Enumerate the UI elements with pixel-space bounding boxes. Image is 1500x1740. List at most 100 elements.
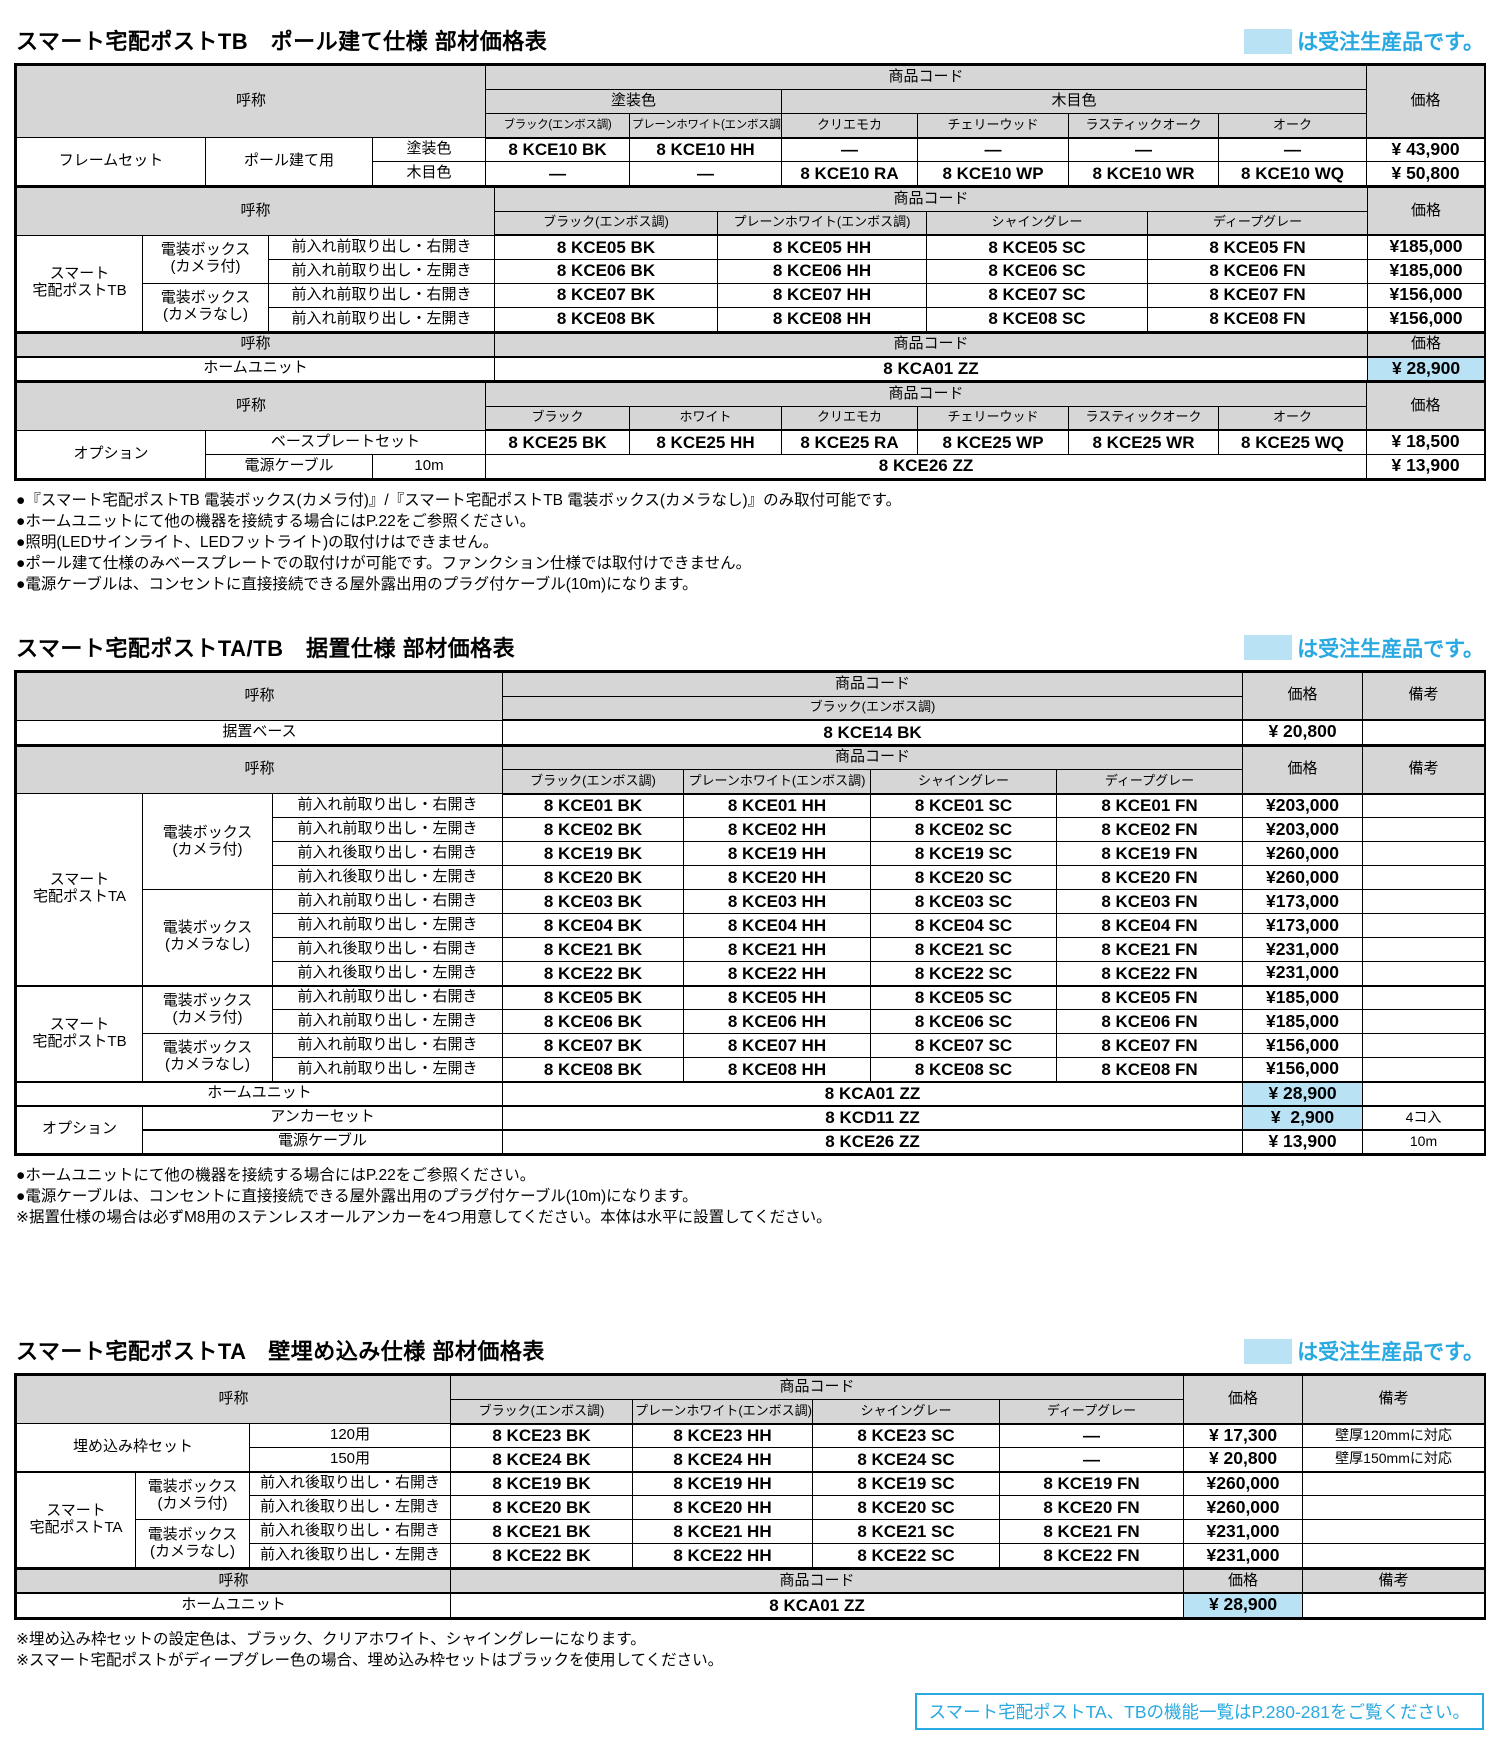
table2-titlebar: スマート宅配ポストTA/TB 据置仕様 部材価格表 は受注生産品です。 [16, 631, 1484, 663]
product-code-cell: 8 KCE20 HH [683, 865, 871, 890]
remarks-cell: 4コ入 [1362, 1104, 1486, 1130]
price-cell: ¥173,000 [1242, 913, 1364, 938]
direction-cell: 前入れ後取り出し・右開き [249, 1519, 451, 1544]
product-code-cell: 8 KCE08 FN [1146, 306, 1369, 332]
color-header-black: ブラック [485, 405, 630, 431]
price-cell: ¥173,000 [1242, 889, 1364, 914]
direction-cell: 前入れ後取り出し・左開き [272, 865, 503, 890]
direction-cell: 前入れ前取り出し・右開き [272, 984, 503, 1010]
wall-home-unit-section: 呼称 商品コード 価格 備考 ホームユニット 8 KCA01 ZZ ¥ 28,9… [16, 1568, 1486, 1618]
group-cell: ホームユニット [16, 1080, 503, 1106]
product-code-cell: 8 KCE19 HH [683, 841, 871, 866]
color-header-black-emboss: ブラック(エンボス調) [501, 695, 1244, 721]
price-cell: ¥260,000 [1183, 1470, 1304, 1496]
direction-cell: 前入れ前取り出し・右開き [272, 793, 503, 818]
product-code-cell: — [1217, 137, 1368, 162]
product-code-cell: 8 KCE23 HH [632, 1423, 813, 1448]
product-code-cell: 8 KCE10 BK [485, 137, 630, 162]
color-header-deep-gray: ディープグレー [1146, 210, 1369, 236]
group-cell: 電装ボックス (カメラ付) [142, 984, 273, 1034]
price-cell: ¥260,000 [1242, 865, 1364, 890]
header-code: 商品コード [493, 186, 1369, 212]
item-name-cell: アンカーセット [142, 1104, 503, 1130]
header-remarks: 備考 [1362, 745, 1486, 795]
product-code-cell: — [998, 1423, 1185, 1448]
table1-titlebar: スマート宅配ポストTB ポール建て仕様 部材価格表 は受注生産品です。 [16, 24, 1484, 56]
price-cell: ¥156,000 [1367, 306, 1486, 332]
price-cell: ¥203,000 [1242, 793, 1364, 818]
product-code-cell: 8 KCE22 BK [502, 961, 684, 986]
color-header-black-emboss: ブラック(エンボス調) [494, 210, 718, 236]
group-cell: ホームユニット [16, 1592, 451, 1618]
product-code-cell: 8 KCE08 SC [870, 1057, 1057, 1082]
product-code-cell: — [1068, 137, 1219, 162]
product-code-cell: — [781, 137, 918, 162]
footnote: ●照明(LEDサインライト、LEDフットライト)の取付けはできません。 [16, 533, 499, 551]
remarks-cell [1362, 865, 1486, 890]
product-code-cell: 8 KCE02 FN [1055, 817, 1244, 842]
header-code: 商品コード [484, 381, 1368, 407]
group-cell: スマート 宅配ポストTA [16, 1470, 136, 1568]
price-cell: ¥ 28,900 [1242, 1080, 1364, 1106]
price-cell: ¥231,000 [1242, 961, 1364, 986]
price-cell: ¥260,000 [1242, 841, 1364, 866]
product-code-cell: 8 KCE04 SC [870, 913, 1057, 938]
product-code-cell: 8 KCE03 BK [502, 889, 684, 914]
group-cell: 電装ボックス (カメラなし) [142, 282, 269, 332]
remarks-cell [1362, 1057, 1486, 1082]
header-name: 呼称 [16, 65, 486, 138]
product-code-cell: 8 KCE02 BK [502, 817, 684, 842]
table2-title: スマート宅配ポストTA/TB 据置仕様 部材価格表 [16, 635, 516, 661]
group-cell: 電装ボックス (カメラなし) [142, 1033, 273, 1082]
price-cell: ¥260,000 [1183, 1495, 1304, 1520]
header-wood-color: 木目色 [780, 89, 1368, 114]
color-header-rustic-oak: ラスティックオーク [1068, 113, 1219, 139]
color-header-shine-gray: シャイングレー [926, 210, 1148, 236]
product-code-cell: 8 KCE25 WR [1068, 429, 1219, 455]
product-code-cell: 8 KCE02 HH [683, 817, 871, 842]
product-code-cell: 8 KCE21 BK [450, 1519, 633, 1544]
remarks-cell [1362, 913, 1486, 938]
product-code-cell: 8 KCE10 HH [629, 137, 782, 162]
product-code-cell: 8 KCE21 SC [812, 1519, 1000, 1544]
product-code-cell: 8 KCE08 BK [494, 306, 718, 332]
product-code-cell: 8 KCE06 BK [494, 258, 718, 284]
product-code-cell: 8 KCE21 SC [870, 937, 1057, 962]
item-name-cell: 電源ケーブル [205, 453, 373, 479]
item-name-cell: ベースプレートセット [205, 429, 486, 455]
product-code-cell: 8 KCE23 BK [450, 1423, 633, 1448]
direction-cell: 前入れ前取り出し・右開き [268, 234, 495, 260]
header-price: 価格 [1183, 1375, 1304, 1425]
product-code-cell: 8 KCE21 FN [998, 1519, 1185, 1544]
group-cell: フレームセット [16, 137, 206, 186]
product-code-cell: 8 KCE21 HH [683, 937, 871, 962]
made-to-order-text: は受注生産品です。 [1297, 637, 1484, 661]
remarks-cell [1362, 984, 1486, 1010]
footnote: ※埋め込み枠セットの設定色は、ブラック、クリアホワイト、シャイングレーになります… [16, 1630, 646, 1648]
group-cell: 電装ボックス (カメラ付) [142, 793, 273, 890]
made-to-order-legend: は受注生産品です。 [1244, 1336, 1484, 1366]
color-header-rustic-oak: ラスティックオーク [1068, 405, 1219, 431]
product-code-cell: 8 KCE08 HH [717, 306, 927, 332]
color-header-white-emboss: プレーンホワイト(エンボス調) [632, 1399, 813, 1425]
product-code-cell: 8 KCE06 FN [1055, 1009, 1244, 1034]
group-cell: スマート 宅配ポストTB [16, 984, 143, 1082]
group-cell: 電装ボックス (カメラなし) [142, 889, 273, 986]
wall-embed-price-table: 呼称 商品コード 価格 備考 ブラック(エンボス調) プレーンホワイト(エンボス… [14, 1373, 1486, 1620]
product-code-cell: 8 KCE06 FN [1146, 258, 1369, 284]
header-price: 価格 [1366, 65, 1486, 139]
product-code-cell: 8 KCE22 BK [450, 1543, 633, 1568]
header-paint-color: 塗装色 [485, 89, 782, 114]
header-code: 商品コード [449, 1568, 1185, 1594]
group-cell: スマート 宅配ポストTB [16, 234, 143, 332]
product-code-cell: 8 KCE10 WR [1068, 161, 1219, 186]
product-code-cell: 8 KCE01 SC [870, 793, 1057, 818]
color-header-white: ホワイト [629, 405, 782, 431]
product-code-cell: 8 KCE19 SC [812, 1470, 1000, 1496]
header-name: 呼称 [16, 381, 486, 431]
product-code-cell: 8 KCE08 HH [683, 1057, 871, 1082]
product-code-cell: 8 KCE05 FN [1055, 984, 1244, 1010]
color-header-black-emboss: ブラック(エンボス調) [485, 113, 630, 139]
price-cell: ¥ 28,900 [1367, 356, 1485, 381]
product-code-cell: — [998, 1447, 1185, 1472]
